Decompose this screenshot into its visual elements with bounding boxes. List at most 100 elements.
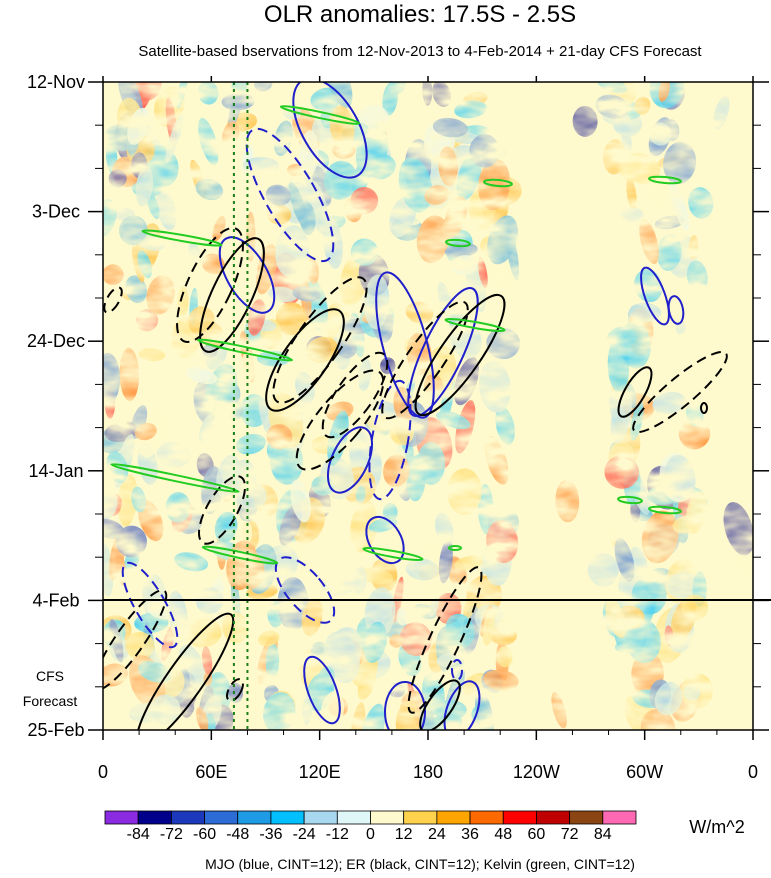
anomaly-blob: [631, 576, 667, 615]
anomaly-blob: [614, 537, 635, 582]
anomaly-blob: [438, 539, 453, 584]
colorbar-label: 12: [395, 826, 413, 843]
anomaly-blob: [454, 100, 487, 119]
er-contour: [265, 308, 345, 412]
anomaly-blob: [321, 578, 355, 595]
anomaly-blob: [352, 567, 367, 595]
anomaly-blob: [665, 454, 696, 500]
mjo-contour: [368, 379, 412, 501]
mjo-contour: [245, 127, 335, 263]
anomaly-blob: [176, 82, 188, 109]
anomaly-blob: [487, 215, 518, 265]
colorbar-label: 72: [561, 826, 579, 843]
er-contour: [321, 351, 389, 439]
anomaly-blob: [469, 134, 500, 168]
colorbar: -84 -72 -60 -48 -36 -24 -12 0 12 24 36 48 60 72 84: [104, 810, 637, 843]
x-tick-label: 120E: [299, 762, 341, 782]
anomaly-blob: [683, 684, 701, 701]
anomaly-blob: [723, 502, 753, 556]
anomaly-blob: [640, 708, 676, 730]
anomaly-blob: [656, 234, 682, 271]
anomaly-blob: [131, 245, 145, 283]
anomaly-blob: [551, 692, 567, 729]
x-tick-label: 0: [98, 762, 108, 782]
anomaly-blob: [137, 250, 152, 279]
anomaly-blob: [607, 326, 637, 349]
kelvin-contour: [444, 318, 506, 332]
kelvin-contour: [110, 463, 240, 493]
anomaly-blob: [231, 82, 248, 98]
colorbar-swatch: [303, 810, 338, 825]
mjo-contour: [326, 426, 374, 494]
anomaly-blob: [672, 516, 698, 534]
kelvin-contour: [648, 505, 682, 515]
colorbar-swatch: [104, 810, 139, 825]
x-tick-label: 0: [748, 762, 758, 782]
x-tick-label: 60W: [626, 762, 663, 782]
anomaly-blob: [103, 518, 125, 539]
anomaly-blob: [451, 255, 477, 276]
colorbar-swatch: [502, 810, 537, 825]
anomaly-blob: [355, 485, 366, 504]
colorbar-label: -84: [127, 826, 150, 843]
colorbar-label: -36: [259, 826, 282, 843]
anomaly-blob: [103, 542, 114, 598]
anomaly-blob: [301, 598, 323, 636]
anomaly-blob: [620, 120, 632, 155]
anomaly-blob: [228, 91, 243, 129]
anomaly-blob: [389, 634, 404, 648]
colorbar-swatch: [602, 810, 637, 825]
colorbar-swatch: [403, 810, 438, 825]
anomaly-blob: [669, 180, 690, 231]
anomaly-blob: [497, 646, 513, 668]
anomaly-blob: [688, 235, 699, 260]
anomaly-blob: [295, 371, 315, 405]
colorbar-swatch: [204, 810, 239, 825]
anomaly-blob: [134, 422, 157, 441]
anomaly-blob: [135, 165, 154, 207]
anomaly-blob: [146, 275, 175, 315]
colorbar-swatch: [569, 810, 604, 825]
anomaly-blob: [478, 158, 511, 211]
axes: 0 60E 120E 180 120W 60W 0 12-Nov 3-Dec 24-Dec 14-J…: [27, 72, 769, 782]
anomaly-blob: [266, 424, 293, 449]
anomaly-blob: [486, 520, 519, 564]
anomaly-blob: [277, 576, 309, 632]
colorbar-label: 0: [366, 826, 375, 843]
colorbar-label: 24: [428, 826, 446, 843]
anomaly-blob: [168, 590, 188, 642]
anomaly-blob: [127, 107, 150, 145]
anomaly-blob: [445, 613, 475, 648]
anomaly-blob: [242, 157, 279, 175]
anomaly-blob: [265, 643, 280, 681]
anomaly-blob: [201, 253, 225, 275]
anomaly-blob: [432, 82, 452, 107]
anomaly-blob: [119, 347, 140, 402]
anomaly-blob: [266, 204, 292, 225]
anomaly-blob: [109, 619, 124, 663]
colorbar-swatch: [436, 810, 471, 825]
anomaly-blob: [235, 433, 266, 455]
er-contour: [226, 678, 244, 702]
anomaly-blob: [326, 627, 363, 674]
anomaly-blob: [299, 201, 316, 236]
er-contour: [272, 276, 368, 404]
anomaly-blob: [686, 402, 704, 427]
anomaly-blob: [432, 117, 468, 138]
anomaly-blob: [605, 597, 626, 638]
anomaly-blob: [478, 360, 511, 413]
x-tick-label: 120W: [513, 762, 560, 782]
kelvin-contour: [197, 338, 293, 362]
anomaly-blob: [212, 216, 226, 242]
anomaly-blob: [103, 491, 118, 521]
anomaly-blob: [188, 242, 201, 263]
anomaly-blob: [196, 707, 209, 730]
anomaly-blob: [186, 618, 222, 648]
anomaly-blob: [195, 178, 224, 201]
forecast-label-line2: Forecast: [23, 693, 78, 709]
er-contour: [197, 475, 247, 545]
anomaly-blob: [267, 286, 298, 303]
anomaly-blob: [436, 652, 460, 667]
anomaly-blob: [258, 630, 280, 647]
anomaly-blob: [357, 666, 377, 700]
